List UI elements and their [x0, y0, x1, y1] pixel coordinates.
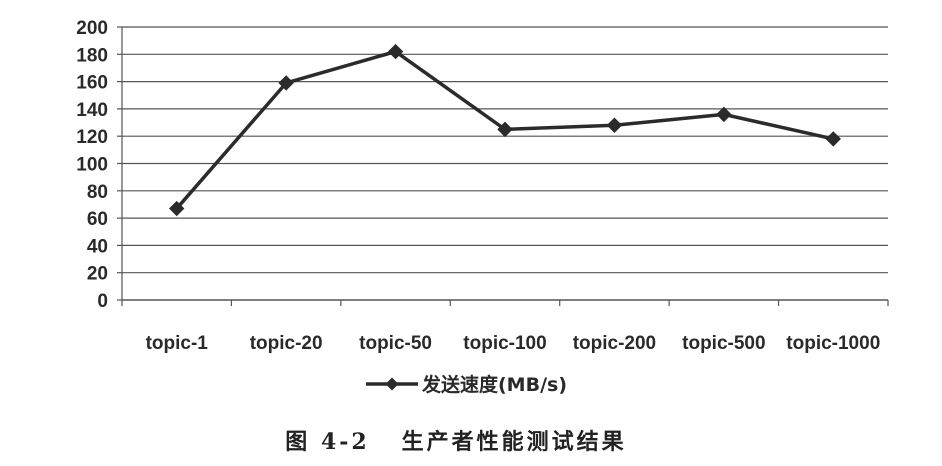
x-tick-label: topic-1	[146, 333, 209, 354]
y-tick-label: 0	[97, 291, 108, 312]
x-tick-label: topic-1000	[786, 333, 880, 354]
x-tick-labels: topic-1 topic-20 topic-50 topic-100 topic-20…	[146, 333, 881, 354]
x-tick-label: topic-20	[250, 333, 323, 354]
legend-marker-swatch	[385, 377, 399, 391]
y-tick-label: 100	[76, 155, 108, 176]
legend-label: 发送速度(MB/s)	[421, 373, 567, 396]
legend: 发送速度(MB/s)	[366, 373, 567, 396]
figure-caption: 图 4-2 生产者性能测试结果	[285, 429, 626, 455]
x-tick-label: topic-100	[463, 333, 546, 354]
data-point-topic-20	[278, 75, 294, 91]
x-tick-label: topic-200	[573, 333, 656, 354]
y-tick-label: 160	[76, 73, 108, 94]
data-point-topic-1000	[825, 131, 841, 147]
axes	[117, 26, 889, 306]
y-tick-label: 200	[76, 18, 108, 39]
y-tick-labels: 0 20 40 60 80 100 120 140 160 180 200	[76, 18, 108, 312]
series-layer	[169, 43, 841, 217]
data-point-topic-500	[716, 106, 732, 123]
x-tick-label: topic-50	[359, 333, 432, 354]
y-tick-label: 120	[76, 127, 108, 148]
y-tick-label: 20	[87, 264, 108, 285]
y-tick-label: 140	[76, 100, 108, 121]
data-point-topic-50	[387, 43, 404, 60]
x-tick-label: topic-500	[682, 333, 765, 354]
y-tick-label: 80	[87, 182, 108, 203]
grid-lines	[122, 26, 888, 274]
y-tick-label: 40	[87, 236, 108, 257]
data-point-topic-1	[169, 200, 185, 217]
y-tick-label: 60	[87, 209, 108, 230]
y-tick-label: 180	[76, 45, 108, 66]
data-point-topic-100	[497, 121, 513, 138]
data-point-topic-200	[606, 117, 623, 133]
